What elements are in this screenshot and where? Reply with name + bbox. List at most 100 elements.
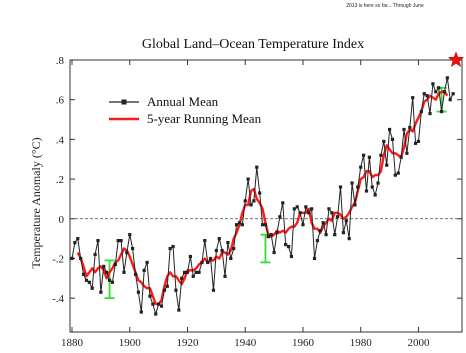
annual-mean-point: [90, 286, 94, 290]
annual-mean-point: [324, 233, 328, 237]
annual-mean-point: [327, 207, 331, 211]
annual-mean-point: [162, 288, 166, 292]
annual-mean-point: [295, 205, 299, 209]
annual-mean-point: [171, 244, 175, 249]
y-tick-label: 0: [59, 214, 65, 226]
annual-mean-point: [298, 211, 302, 215]
annual-mean-point: [79, 256, 83, 261]
x-tick-label: 1920: [176, 337, 199, 349]
annual-mean-point: [266, 235, 270, 239]
chart-title: Global Land–Ocean Temperature Index: [142, 37, 364, 52]
annual-mean-point: [249, 203, 253, 207]
annual-mean-point: [197, 270, 201, 274]
annual-mean-point: [214, 248, 218, 253]
annual-mean-point: [390, 137, 395, 141]
annual-mean-point: [240, 223, 244, 227]
annual-mean-point: [220, 248, 224, 253]
annual-mean-point: [229, 256, 233, 261]
x-tick-label: 1900: [119, 337, 142, 349]
annual-mean-point: [422, 92, 426, 96]
y-tick-label: .4: [56, 134, 65, 146]
annual-mean-point: [260, 223, 265, 227]
annual-mean-point: [87, 280, 91, 284]
annual-mean-point: [226, 240, 230, 245]
y-tick-label: .6: [56, 95, 65, 107]
annual-mean-point: [177, 308, 181, 312]
latest-year-star: [447, 51, 465, 68]
annual-mean-point: [347, 237, 351, 241]
annual-mean-point: [263, 223, 268, 227]
annual-mean-point: [76, 237, 80, 241]
y-tick-label: -.4: [52, 293, 64, 305]
x-tick-label: 1940: [234, 337, 257, 349]
annual-mean-point: [315, 239, 320, 243]
annual-mean-point: [191, 274, 195, 278]
annual-mean-point: [139, 310, 143, 314]
annual-mean-point: [157, 302, 161, 306]
annual-mean-point: [379, 153, 383, 157]
annual-mean-point: [387, 127, 392, 132]
annual-mean-point: [122, 270, 126, 274]
annual-mean-point: [258, 191, 262, 195]
y-tick-label: -.2: [52, 253, 64, 265]
running-mean-line: [76, 90, 449, 306]
annual-mean-point: [304, 205, 308, 209]
annual-mean-point: [451, 92, 455, 96]
annual-mean-point: [136, 290, 141, 294]
annual-mean-point: [128, 233, 132, 237]
annual-mean-point: [70, 256, 74, 261]
annual-mean-point: [310, 207, 314, 211]
annual-mean-point: [286, 244, 291, 249]
annual-mean-point: [428, 111, 432, 116]
annual-mean-point: [93, 252, 97, 257]
annual-mean-point: [333, 233, 337, 237]
annual-mean-point: [243, 199, 247, 203]
annual-mean-point: [330, 211, 334, 215]
annual-mean-point: [301, 223, 305, 227]
annual-mean-point: [445, 76, 449, 80]
annual-mean-point: [434, 90, 438, 94]
legend: Annual Mean 5-year Running Mean: [109, 94, 262, 126]
annual-mean-point: [393, 173, 397, 177]
annual-mean-point: [312, 256, 317, 261]
annual-mean-point: [151, 302, 155, 306]
annual-mean-point: [246, 177, 250, 181]
annual-mean-point: [269, 233, 273, 237]
annual-mean-point: [165, 284, 169, 288]
annual-mean-point: [237, 221, 242, 225]
annual-mean-point: [289, 254, 294, 259]
legend-annual-marker: [121, 99, 127, 105]
annual-mean-point: [185, 270, 190, 274]
annual-mean-point: [174, 288, 178, 292]
annual-mean-point: [131, 246, 135, 251]
annual-mean-point: [341, 231, 345, 235]
annual-mean-point: [336, 215, 340, 219]
annual-mean-point: [439, 110, 444, 114]
annual-mean-point: [168, 246, 172, 251]
corner-note: 2013 is here so far... Through June: [346, 3, 424, 9]
annual-mean-point: [73, 240, 77, 245]
annual-mean-point: [370, 185, 374, 189]
annual-mean-point: [102, 264, 106, 268]
plot-frame: [69, 59, 463, 333]
annual-mean-point: [385, 163, 389, 167]
annual-mean-point: [338, 185, 343, 189]
annual-mean-point: [148, 294, 152, 298]
legend-annual-label: Annual Mean: [147, 94, 219, 109]
annual-mean-point: [154, 312, 158, 316]
annual-mean-point: [416, 139, 421, 143]
annual-mean-point: [350, 181, 354, 185]
annual-mean-point: [223, 274, 227, 278]
annual-mean-point: [382, 139, 386, 143]
annual-mean-point: [362, 153, 366, 157]
annual-mean-point: [113, 262, 117, 267]
annual-mean-point: [359, 165, 363, 169]
annual-mean-point: [142, 268, 146, 272]
annual-mean-point: [356, 185, 360, 189]
annual-mean-point: [99, 290, 103, 294]
annual-mean-point: [367, 155, 371, 159]
annual-mean-point: [125, 250, 129, 255]
annual-mean-point: [437, 86, 441, 90]
